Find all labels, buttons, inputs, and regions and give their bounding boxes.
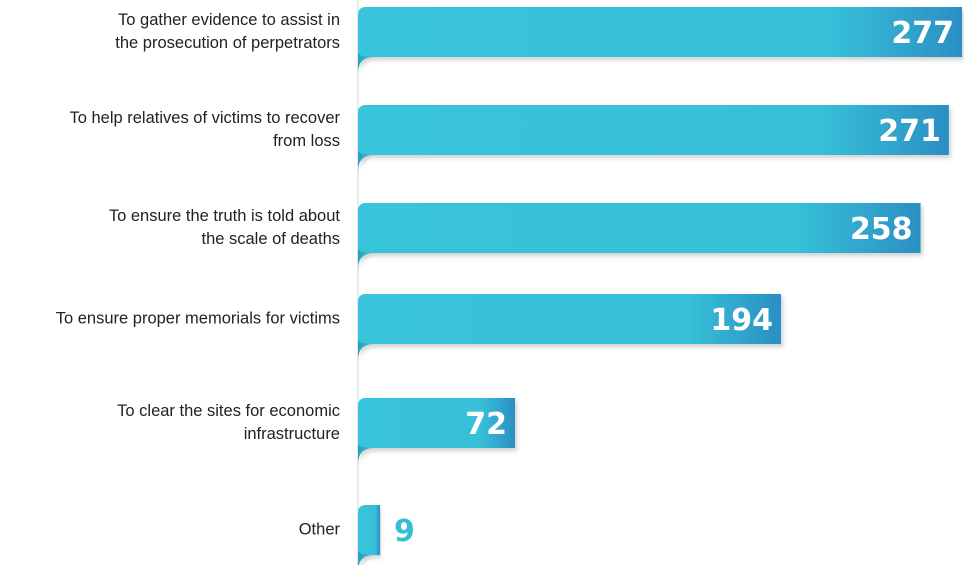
bar-value-label: 194	[710, 303, 773, 338]
category-label-line: To ensure proper memorials for victims	[55, 309, 340, 328]
category-label-line: infrastructure	[243, 425, 340, 443]
category-label-line: To clear the sites for economic	[117, 402, 340, 420]
bar	[358, 203, 921, 269]
category-label-line: from loss	[273, 132, 340, 150]
category-label: To ensure proper memorials for victims	[0, 308, 340, 331]
bar-value-label: 9	[394, 514, 415, 549]
category-label: Other	[0, 519, 340, 542]
category-label: To gather evidence to assist in the prose…	[0, 9, 340, 55]
category-label-line: Other	[298, 520, 340, 539]
bar-fold	[358, 53, 374, 73]
category-label: To help relatives of victims to recover f…	[0, 107, 340, 153]
category-label-line: the scale of deaths	[201, 230, 340, 248]
category-label: To ensure the truth is told about the sca…	[0, 205, 340, 251]
bar	[358, 105, 949, 171]
bar-value-label: 72	[465, 407, 507, 442]
bar-fold	[358, 151, 374, 171]
bar-fold	[358, 340, 374, 360]
bar-value-label: 258	[850, 212, 913, 247]
category-label-line: To ensure the truth is told about	[108, 207, 340, 225]
bar	[358, 398, 515, 464]
bar	[358, 505, 380, 570]
category-label-line: the prosecution of perpetrators	[115, 34, 340, 52]
category-label: To clear the sites for economic infrastru…	[0, 400, 340, 446]
bars-layer: 277 271 258 194 72 9	[358, 7, 962, 570]
bar-fold	[358, 551, 374, 570]
category-label-line: To help relatives of victims to recover	[69, 109, 340, 127]
bar-fold	[358, 249, 374, 269]
bar	[358, 7, 962, 73]
category-label-line: To gather evidence to assist in	[118, 11, 340, 29]
bar-value-label: 271	[878, 114, 941, 149]
bar-value-label: 277	[891, 16, 954, 51]
bar	[358, 294, 782, 360]
bar-fold	[358, 444, 374, 464]
